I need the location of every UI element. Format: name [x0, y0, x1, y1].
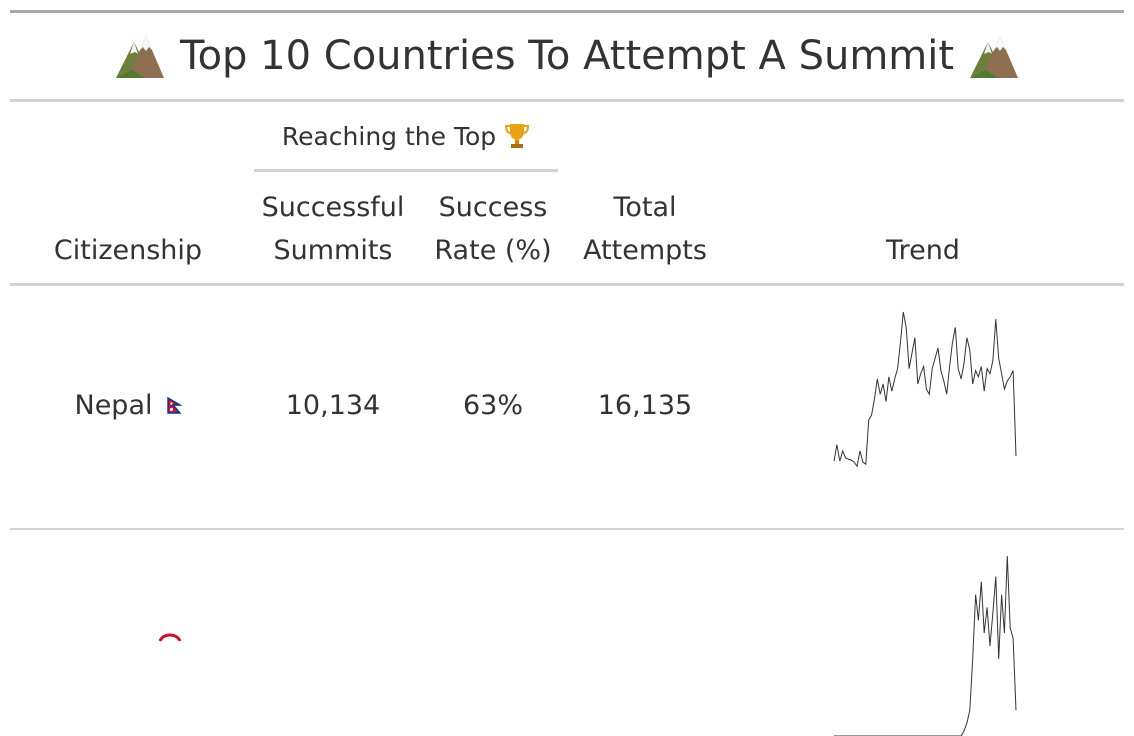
header-label-line2: Attempts [583, 235, 707, 266]
header-label-line2: Summits [273, 235, 393, 266]
header-label: Trend [886, 235, 960, 266]
trend-line [834, 555, 1017, 736]
table-cell-success-rate: 63% [462, 390, 523, 421]
mountain-icon [115, 36, 164, 78]
column-header-success-rate[interactable]: Success Rate (%) [426, 186, 560, 272]
header-label: Citizenship [53, 235, 203, 266]
column-header-total-attempts[interactable]: Total Attempts [566, 186, 724, 272]
table-cell-total-attempts: 16,135 [597, 390, 693, 421]
column-header-successful-summits[interactable]: Successful Summits [250, 186, 416, 272]
header-label-line2: Rate (%) [434, 235, 552, 266]
table-cell-successful-summits: 10,134 [285, 390, 381, 421]
header-divider [10, 283, 1124, 286]
table-title: Top 10 Countries To Attempt A Summit [10, 26, 1124, 86]
trend-sparkline [833, 311, 1017, 468]
spanner-divider [254, 169, 558, 172]
row-divider [10, 528, 1124, 530]
header-label-line1: Total [613, 192, 677, 223]
mountain-icon [970, 36, 1019, 78]
title-divider [10, 99, 1124, 102]
title-text: Top 10 Countries To Attempt A Summit [179, 33, 955, 79]
table-top-border [10, 10, 1124, 13]
column-header-citizenship[interactable]: Citizenship [10, 229, 246, 272]
header-label-line1: Success [438, 192, 548, 223]
column-header-trend[interactable]: Trend [770, 229, 1076, 272]
trend-sparkline [834, 555, 1017, 736]
table-row-citizenship: Nepal [10, 390, 246, 421]
trend-line [833, 311, 1017, 468]
nepal-flag-icon [158, 633, 182, 642]
spanner-label: Reaching the Top [281, 121, 497, 151]
nepal-flag-icon [166, 396, 182, 414]
citizenship-name: Nepal [74, 390, 153, 421]
trophy-icon [505, 124, 530, 148]
header-label-line1: Successful [261, 192, 405, 223]
column-spanner: Reaching the Top [254, 116, 558, 156]
